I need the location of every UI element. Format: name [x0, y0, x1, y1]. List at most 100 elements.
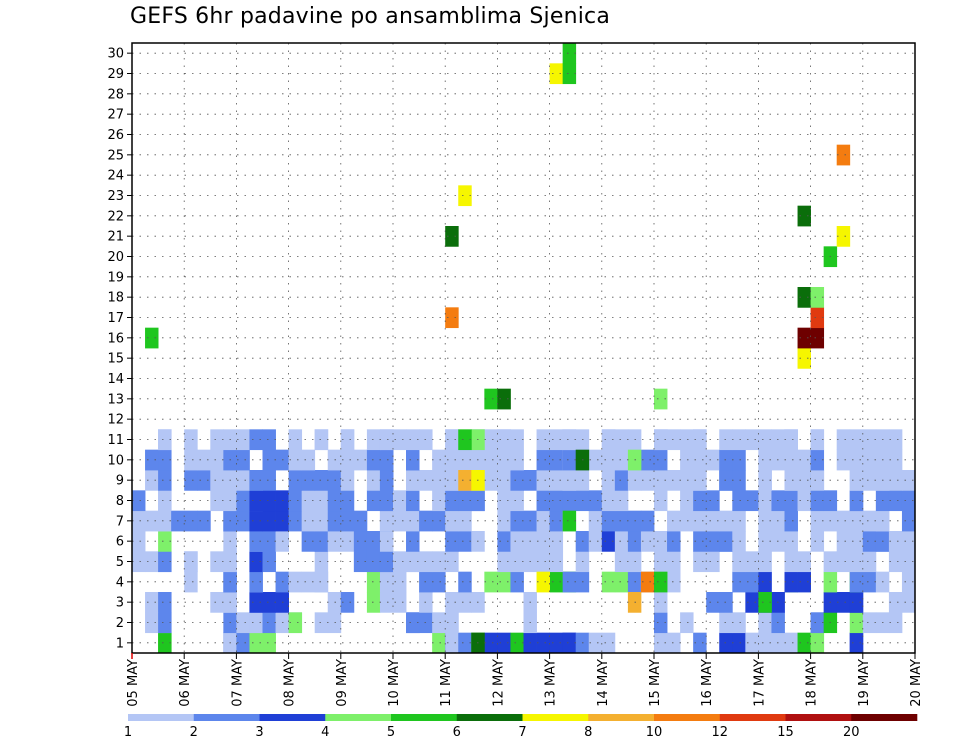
y-tick-label: 19 [107, 270, 124, 285]
heatmap-cell [693, 429, 707, 451]
heatmap-cell [614, 470, 629, 491]
heatmap-cell [158, 531, 172, 552]
x-tick-label: 16 MAY [700, 659, 715, 707]
y-tick-label: 30 [107, 47, 124, 62]
heatmap-cell [340, 531, 355, 552]
heatmap-cell [327, 531, 342, 552]
heatmap-cell [601, 632, 616, 654]
heatmap-cell [758, 632, 772, 654]
heatmap-cell [745, 429, 759, 451]
heatmap-cell [836, 510, 851, 532]
y-tick-label: 26 [107, 128, 124, 143]
x-tick-label: 20 MAY [909, 659, 924, 707]
x-tick-label: 06 MAY [178, 659, 193, 707]
heatmap-cell [249, 510, 263, 532]
heatmap-cell [536, 490, 550, 512]
heatmap-cell [379, 551, 394, 573]
heatmap-cell [340, 429, 355, 451]
heatmap-cell [262, 592, 276, 613]
heatmap-cell [288, 510, 303, 532]
y-tick-label: 13 [107, 392, 124, 407]
heatmap-cell [510, 571, 524, 593]
y-tick-label: 24 [107, 169, 124, 184]
heatmap-cell [680, 449, 694, 471]
heatmap-cell [745, 490, 759, 512]
heatmap-cell [614, 429, 629, 451]
heatmap-cell [758, 510, 772, 532]
heatmap-cell [758, 551, 772, 573]
heatmap-cell [732, 429, 746, 451]
heatmap-cell [366, 571, 381, 593]
heatmap-cell [497, 429, 511, 451]
heatmap-cell-strong [562, 43, 577, 64]
heatmap-cell [458, 510, 472, 532]
heatmap-cell [614, 510, 629, 532]
colorbar-swatch [128, 714, 195, 721]
heatmap-cell [706, 531, 720, 552]
heatmap-cell [262, 551, 276, 573]
heatmap-cell [249, 429, 263, 451]
heatmap-cell [654, 612, 668, 634]
x-tick-label: 12 MAY [491, 659, 506, 707]
heatmap-cell [849, 531, 864, 552]
heatmap-cell [810, 632, 825, 654]
heatmap-cell [262, 510, 276, 532]
heatmap-cell [262, 632, 276, 654]
y-tick-label: 21 [107, 230, 124, 245]
heatmap-cell [497, 571, 511, 593]
heatmap-cell [158, 592, 172, 613]
y-tick-label: 17 [107, 311, 124, 326]
heatmap-cell [327, 490, 342, 512]
colorbar-swatch [588, 714, 655, 721]
heatmap-cell [497, 510, 511, 532]
heatmap-cell [379, 571, 394, 593]
heatmap-cell [158, 510, 172, 532]
heatmap-cell [862, 449, 877, 471]
heatmap-cell [654, 592, 668, 613]
heatmap-cell [732, 531, 746, 552]
heatmap-cell [497, 490, 511, 512]
heatmap-cell [379, 490, 394, 512]
y-tick-label: 18 [107, 291, 124, 306]
heatmap-cell [549, 449, 564, 471]
heatmap-cell [497, 551, 511, 573]
x-tick-label: 09 MAY [335, 659, 350, 707]
heatmap-cell-strong [458, 429, 472, 451]
heatmap-cell [758, 490, 772, 512]
heatmap-cell [249, 531, 263, 552]
colorbar-swatch [522, 714, 589, 721]
heatmap-cell [379, 470, 394, 491]
heatmap-cell [849, 429, 864, 451]
heatmap-cell [510, 531, 524, 552]
heatmap-cell [888, 470, 903, 491]
heatmap-cell [758, 429, 772, 451]
heatmap-cell [784, 571, 798, 593]
heatmap-cell [862, 531, 877, 552]
heatmap-cell [132, 551, 146, 573]
heatmap-cell [393, 510, 407, 532]
heatmap-cell [132, 531, 146, 552]
heatmap-cell [327, 510, 342, 532]
heatmap-cell [693, 632, 707, 654]
heatmap-cell-strong [654, 571, 668, 593]
colorbar-swatch [259, 714, 326, 721]
heatmap-cell [366, 490, 381, 512]
heatmap-cell [784, 429, 798, 451]
heatmap-cell [484, 632, 498, 654]
heatmap-cell [145, 592, 159, 613]
heatmap-cell [236, 449, 250, 471]
heatmap-cell [601, 510, 616, 532]
heatmap-cell [601, 531, 616, 552]
heatmap-cell [601, 449, 616, 471]
heatmap-cell [145, 470, 159, 491]
heatmap-cell [680, 510, 694, 532]
heatmap-cell [406, 510, 420, 532]
x-tick-label: 19 MAY [857, 659, 872, 707]
heatmap-cell [406, 531, 420, 552]
heatmap-cell [288, 571, 303, 593]
heatmap-cell [510, 449, 524, 471]
heatmap-cell [262, 490, 276, 512]
heatmap-cell [379, 531, 394, 552]
heatmap-cell [484, 449, 498, 471]
heatmap-cell [654, 449, 668, 471]
